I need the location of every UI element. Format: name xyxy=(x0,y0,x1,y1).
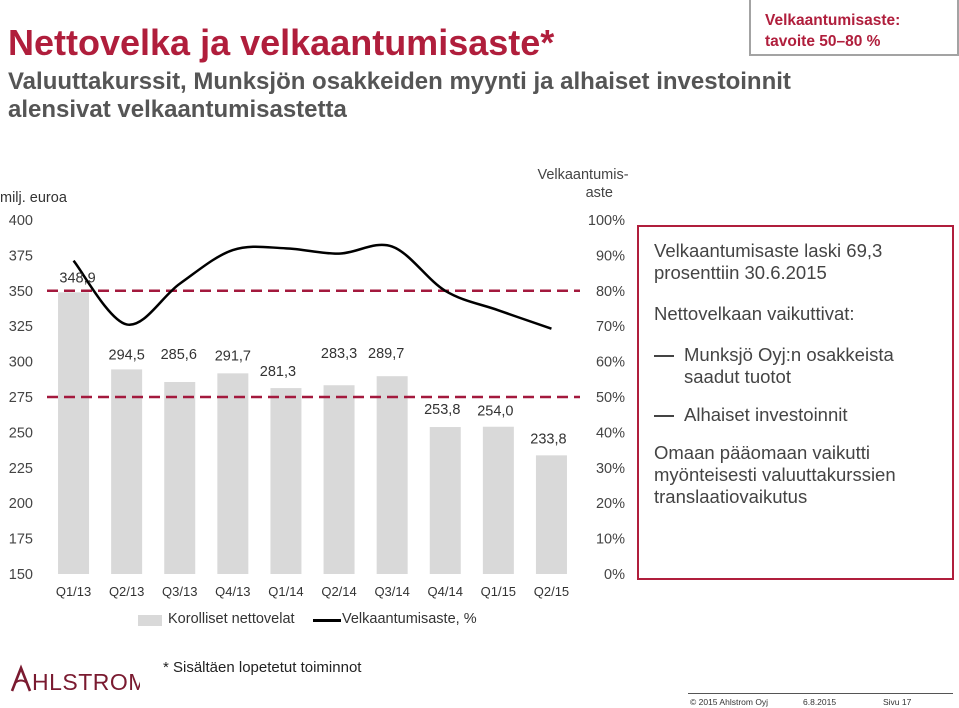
y2-tick-label: 80% xyxy=(596,284,625,300)
y2-tick-label: 60% xyxy=(596,355,625,371)
y-tick-label: 225 xyxy=(9,461,33,477)
target-line-1: Velkaantumisaste: xyxy=(765,12,901,29)
bar-data-label: 254,0 xyxy=(477,404,513,420)
bar-data-label: 283,3 xyxy=(321,346,357,362)
info-bullet-1-text: Munksjö Oyj:n osakkeista saadut tuotot xyxy=(684,344,894,387)
x-tick-label: Q2/14 xyxy=(321,584,356,599)
bar xyxy=(58,292,90,574)
y2-tick-label: 40% xyxy=(596,425,625,441)
y-tick-label: 300 xyxy=(9,355,33,371)
bar xyxy=(217,373,249,574)
info-bullet-2: Alhaiset investoinnit xyxy=(654,404,938,426)
page-subtitle: Valuuttakurssit, Munksjön osakkeiden myy… xyxy=(8,68,791,123)
dash-icon xyxy=(654,355,674,357)
y-tick-label: 375 xyxy=(9,248,33,264)
info-paragraph-2: Nettovelkaan vaikuttivat: xyxy=(654,303,855,324)
bar-data-label: 348,9 xyxy=(59,270,95,286)
y-tick-label: 400 xyxy=(9,213,33,229)
page-title: Nettovelka ja velkaantumisaste* xyxy=(8,22,555,63)
y-tick-label: 150 xyxy=(9,567,33,583)
x-tick-label: Q3/13 xyxy=(162,584,197,599)
info-bullet-2-text: Alhaiset investoinnit xyxy=(684,404,848,425)
target-box: Velkaantumisaste: tavoite 50–80 % xyxy=(749,0,959,56)
info-box: Velkaantumisaste laski 69,3 prosenttiin … xyxy=(637,225,954,580)
y2-axis-title-line1: Velkaantumis- xyxy=(537,167,628,183)
y2-tick-label: 10% xyxy=(596,532,625,548)
bar-data-label: 291,7 xyxy=(215,348,251,364)
y2-axis-title-line2: aste xyxy=(586,185,613,201)
x-tick-label: Q1/15 xyxy=(481,584,516,599)
gearing-line xyxy=(72,243,552,330)
bar-data-label: 253,8 xyxy=(424,402,460,418)
footer-copyright: © 2015 Ahlstrom Oyj xyxy=(690,697,769,707)
bar xyxy=(429,427,461,574)
dash-icon xyxy=(654,415,674,417)
target-line-2: tavoite 50–80 % xyxy=(765,33,881,50)
y-axis-title: milj. euroa xyxy=(0,190,68,206)
bar-data-label: 233,8 xyxy=(530,431,566,447)
y-tick-label: 325 xyxy=(9,319,33,335)
bar xyxy=(270,388,302,574)
footer-page: Sivu 17 xyxy=(883,697,912,707)
bar xyxy=(482,426,514,574)
y2-tick-label: 30% xyxy=(596,461,625,477)
bar xyxy=(164,381,196,574)
x-tick-label: Q2/13 xyxy=(109,584,144,599)
bar-data-label: 281,3 xyxy=(260,364,296,380)
y-tick-label: 275 xyxy=(9,390,33,406)
bar xyxy=(376,376,408,574)
ahlstrom-logo: HLSTROM xyxy=(10,664,140,694)
bar-data-label: 289,7 xyxy=(368,346,404,362)
legend-bar-swatch xyxy=(138,615,162,626)
y-tick-label: 200 xyxy=(9,496,33,512)
info-paragraph-1: Velkaantumisaste laski 69,3 prosenttiin … xyxy=(654,240,883,283)
svg-text:HLSTROM: HLSTROM xyxy=(32,669,140,694)
legend-label-gearing: Velkaantumisaste, % xyxy=(342,611,477,627)
y-tick-label: 250 xyxy=(9,425,33,441)
x-tick-label: Q1/14 xyxy=(268,584,303,599)
info-bullet-1: Munksjö Oyj:n osakkeista saadut tuotot xyxy=(654,344,938,388)
debt-chart: milj. euroa Velkaantumis-aste 150 175 200 225… xyxy=(0,167,629,599)
bar xyxy=(535,455,567,574)
footer-date: 6.8.2015 xyxy=(803,697,837,707)
footer-rule xyxy=(688,693,953,694)
legend-line-swatch xyxy=(313,619,341,622)
y2-tick-label: 0% xyxy=(604,567,625,583)
y2-tick-label: 70% xyxy=(596,319,625,335)
x-tick-label: Q3/14 xyxy=(374,584,409,599)
y2-tick-label: 50% xyxy=(596,390,625,406)
info-paragraph-3: Omaan pääomaan vaikutti myönteisesti val… xyxy=(654,442,896,507)
legend-label-debt: Korolliset nettovelat xyxy=(168,611,295,627)
y2-tick-label: 20% xyxy=(596,496,625,512)
bar-data-label: 285,6 xyxy=(161,347,197,363)
y2-tick-label: 90% xyxy=(596,248,625,264)
x-tick-label: Q4/14 xyxy=(428,584,463,599)
x-tick-label: Q2/15 xyxy=(534,584,569,599)
footnote: * Sisältäen lopetetut toiminnot xyxy=(163,659,362,676)
y2-tick-label: 100% xyxy=(588,213,625,229)
x-tick-label: Q1/13 xyxy=(56,584,91,599)
y-tick-label: 350 xyxy=(9,284,33,300)
bar xyxy=(323,385,355,574)
bar-data-label: 294,5 xyxy=(109,347,145,363)
x-tick-label: Q4/13 xyxy=(215,584,250,599)
bar xyxy=(111,369,143,574)
y-tick-label: 175 xyxy=(9,532,33,548)
